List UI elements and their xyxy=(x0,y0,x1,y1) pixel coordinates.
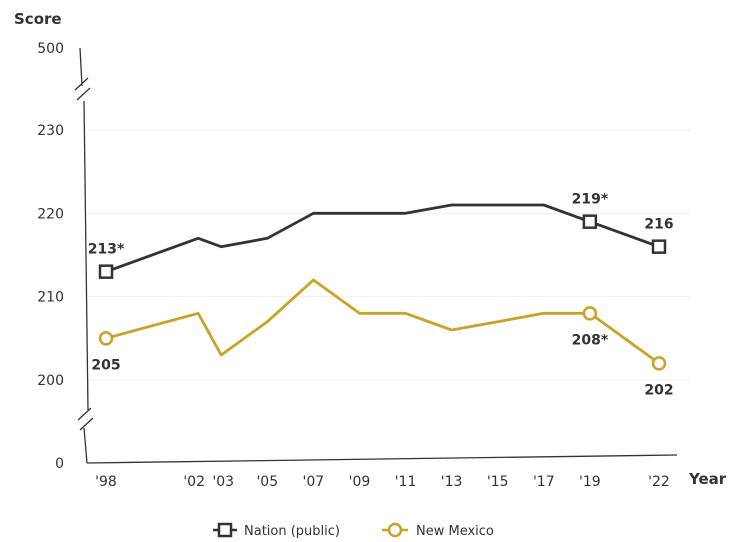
x-axis-title: Year xyxy=(688,470,727,488)
y-tick-label: 0 xyxy=(55,456,64,472)
data-point-marker xyxy=(651,239,667,254)
y-axis-break-top xyxy=(74,77,91,101)
legend-new-mexico-circle-icon xyxy=(387,522,403,538)
y-axis-break-bottom xyxy=(77,407,94,431)
axes xyxy=(74,47,678,464)
y-tick-label: 200 xyxy=(37,373,64,389)
data-point-marker xyxy=(651,356,667,371)
data-label: 216 xyxy=(644,217,673,233)
legend-nation-label: Nation (public) xyxy=(244,524,340,539)
legend-item-nation: Nation (public) xyxy=(213,522,340,539)
y-axis-line xyxy=(79,47,89,464)
y-tick-label: 220 xyxy=(37,206,64,222)
x-tick-label: '98 xyxy=(95,474,117,490)
data-point-marker xyxy=(582,306,598,321)
data-label: 213* xyxy=(88,242,125,258)
x-tick-label: '13 xyxy=(441,474,463,490)
legend: Nation (public) New Mexico xyxy=(213,522,494,539)
legend-nation-square-icon xyxy=(217,522,233,538)
x-tick-label: '05 xyxy=(256,474,278,490)
x-tick-label: '19 xyxy=(579,474,601,490)
data-point-marker xyxy=(98,264,114,279)
x-tick-label: '02 xyxy=(183,474,205,490)
data-label: 202 xyxy=(644,382,673,398)
data-point-marker xyxy=(98,331,114,346)
x-tick-label: '07 xyxy=(303,474,325,490)
x-tick-label: '03 xyxy=(212,474,234,490)
data-labels: 213* 219* 216 205 208* 202 xyxy=(88,192,674,399)
x-axis-line xyxy=(86,454,678,464)
legend-new-mexico-label: New Mexico xyxy=(416,524,494,539)
series xyxy=(98,203,667,371)
y-tick-label: 230 xyxy=(37,123,64,139)
y-axis-title: Score xyxy=(14,10,62,28)
data-label: 205 xyxy=(91,357,120,373)
x-tick-label: '15 xyxy=(487,474,509,490)
y-tick-label: 210 xyxy=(37,290,64,306)
x-tick-label: '09 xyxy=(349,474,371,490)
x-tick-label: '11 xyxy=(395,474,417,490)
series-line-nation xyxy=(105,203,660,274)
x-tick-label: '17 xyxy=(533,474,555,490)
data-point-marker xyxy=(582,214,598,229)
data-label: 208* xyxy=(572,332,609,348)
legend-item-new-mexico: New Mexico xyxy=(382,522,494,539)
series-line-new-mexico xyxy=(105,278,660,365)
data-label: 219* xyxy=(572,192,609,208)
tick-labels: 0 200 210 220 230 500 '98 '02 '03 '05 '07 '09 '11 '13… xyxy=(37,41,670,490)
x-tick-label: '22 xyxy=(648,474,670,490)
y-tick-label: 500 xyxy=(37,41,64,57)
